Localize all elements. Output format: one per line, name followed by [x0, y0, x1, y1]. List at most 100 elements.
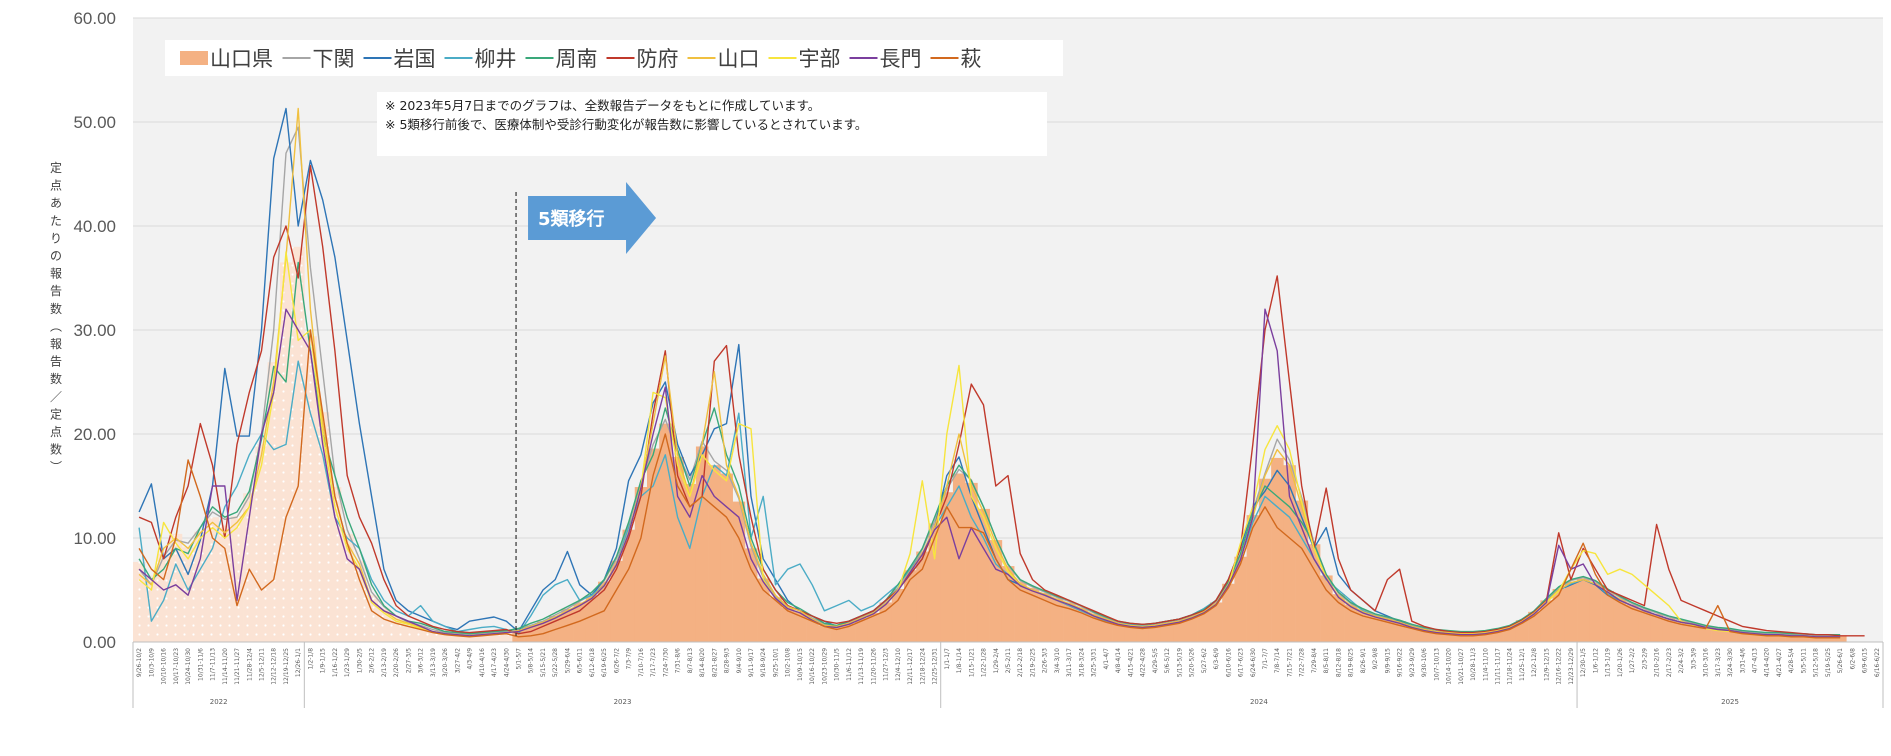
x-tick-label: 1/22-1/28 [981, 648, 988, 677]
x-tick-label: 11/4-11/10 [1482, 648, 1489, 681]
bar [634, 487, 648, 642]
bar [769, 597, 782, 642]
y-axis-label-char: の [50, 249, 62, 263]
arrow-icon [528, 182, 657, 254]
legend-label: 長門 [880, 47, 922, 71]
x-tick-label: 4/22-4/28 [1140, 648, 1147, 677]
x-tick-label: 11/20-11/26 [870, 648, 877, 685]
bar [1674, 621, 1688, 642]
bar [585, 595, 599, 642]
bar [683, 483, 697, 642]
x-tick-label: 1/16-1/22 [332, 648, 339, 677]
x-tick-label: 5/12-5/18 [1813, 648, 1820, 677]
x-tick-label: 7/22-7/28 [1299, 648, 1306, 677]
bar [304, 336, 317, 642]
y-axis-label-char: た [50, 214, 62, 228]
legend-label: 萩 [961, 47, 982, 71]
x-tick-label: 5/27-6/2 [1201, 648, 1208, 673]
bar [1014, 581, 1027, 642]
x-tick-label: 12/9-12/15 [1544, 648, 1551, 681]
x-tick-label: 9/16-9/22 [1397, 648, 1404, 677]
bar [744, 548, 758, 642]
x-tick-label: 1/2-1/8 [307, 648, 314, 670]
x-tick-label: 11/27-12/3 [883, 648, 890, 681]
bar [1332, 594, 1345, 642]
bar [438, 632, 452, 642]
bar [279, 262, 293, 642]
x-tick-label: 3/10-3/16 [1703, 648, 1710, 677]
legend-label: 岩国 [394, 47, 436, 71]
bar [1515, 620, 1529, 642]
x-tick-label: 1/30-2/5 [356, 648, 363, 673]
bar [536, 621, 550, 642]
bar [708, 465, 721, 642]
y-tick-label: 10.00 [73, 529, 116, 548]
y-axis-label-char: ︵ [50, 319, 62, 333]
bar [1369, 614, 1382, 642]
bar [1258, 478, 1272, 642]
x-tick-label: 6/9-6/15 [1862, 648, 1869, 673]
x-tick-label: 8/26-9/1 [1360, 648, 1367, 673]
y-axis-label-char: 告 [50, 355, 62, 369]
x-tick-label: 1/15-1/21 [968, 648, 975, 677]
y-axis-label-char: 数 [50, 301, 62, 316]
x-tick-label: 7/3-7/9 [626, 648, 633, 670]
x-tick-label: 2/20-2/26 [393, 648, 400, 677]
legend-label: 下関 [313, 47, 355, 71]
x-tick-label: 10/10-10/16 [161, 648, 168, 685]
bar [842, 623, 856, 642]
x-tick-label: 5/22-5/28 [552, 648, 559, 677]
bar [206, 517, 219, 642]
y-axis-label-char: 点 [50, 425, 62, 439]
x-tick-label: 8/21-8/27 [711, 648, 718, 677]
x-tick-label: 10/31-11/6 [197, 648, 204, 681]
x-tick-label: 4/28-5/4 [1788, 648, 1795, 673]
legend-label: 山口県 [210, 47, 273, 71]
x-tick-label: 5/6-5/12 [1164, 648, 1171, 673]
bar [1283, 465, 1296, 642]
x-tick-label: 10/24-10/30 [185, 648, 192, 685]
bar [1063, 602, 1076, 642]
x-tick-label: 3/20-3/26 [442, 648, 449, 677]
bar [610, 560, 623, 642]
x-tick-label: 7/17-7/23 [650, 648, 657, 677]
bar [1442, 631, 1455, 642]
series-line [138, 164, 1865, 637]
year-label: 2022 [210, 698, 228, 706]
bar [1466, 632, 1480, 642]
bar [230, 516, 244, 642]
bar [1809, 635, 1823, 642]
bar [1246, 515, 1260, 642]
x-tick-label: 3/27-4/2 [454, 648, 461, 673]
y-axis-label-char: あ [50, 196, 62, 210]
x-tick-label: 5/29-6/4 [564, 648, 571, 673]
x-tick-label: 10/28-11/3 [1470, 648, 1477, 681]
bar [169, 533, 183, 642]
legend-label: 宇部 [799, 47, 841, 71]
bar [1356, 610, 1370, 642]
x-tick-label: 10/17-10/23 [173, 648, 180, 685]
x-tick-label: 2/3-2/9 [1641, 648, 1648, 670]
y-axis-label-char: 数 [50, 371, 62, 386]
x-tick-label: 11/6-11/12 [846, 648, 853, 681]
x-tick-label: 6/26-7/2 [613, 648, 620, 673]
bar [622, 529, 636, 642]
bar [1271, 457, 1284, 642]
x-tick-label: 5/26-6/1 [1837, 648, 1844, 673]
bar [1173, 620, 1186, 642]
bar [1748, 632, 1761, 642]
x-tick-label: 7/10-7/16 [638, 648, 645, 677]
bar [695, 446, 709, 642]
x-tick-label: 3/13-3/19 [430, 648, 437, 677]
bar [1821, 635, 1835, 642]
y-tick-label: 60.00 [73, 9, 116, 28]
x-tick-label: 3/3-3/9 [1690, 648, 1697, 670]
bar [1185, 616, 1198, 642]
bar [475, 633, 489, 642]
x-tick-label: 10/30-11/5 [834, 648, 841, 681]
bar [1589, 582, 1602, 642]
bar [903, 570, 917, 642]
x-tick-label: 6/12-6/18 [589, 648, 596, 677]
